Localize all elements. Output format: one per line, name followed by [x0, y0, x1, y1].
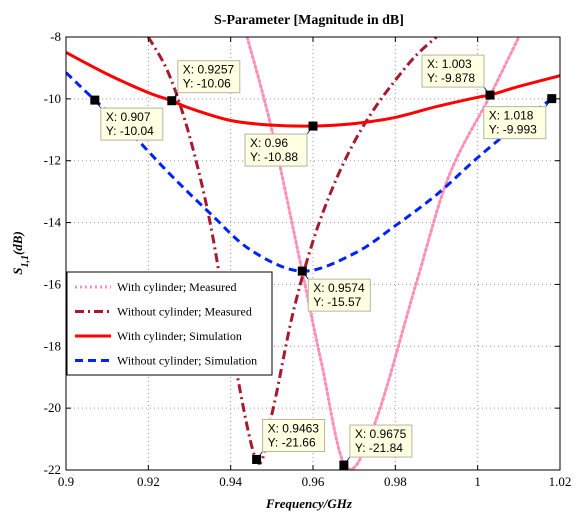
x-tick-label: 0.94 [219, 474, 242, 489]
datatip-x: X: 0.9257 [183, 63, 235, 77]
datatip-box [100, 107, 164, 141]
y-tick-label: -10 [44, 91, 61, 106]
datatip-marker[interactable] [547, 94, 557, 104]
datatip-y: Y: -10.06 [183, 77, 231, 91]
y-axis-label: S1,1(dB) [10, 231, 31, 275]
datatip-box [421, 54, 485, 88]
datatip-y: Y: -10.88 [250, 150, 298, 164]
datatip-y: Y: -15.57 [313, 295, 361, 309]
y-tick-label: -18 [44, 338, 61, 353]
datatip-box [483, 106, 547, 140]
datatip-marker[interactable] [339, 460, 349, 470]
y-tick-label: -20 [44, 400, 61, 415]
legend-label: Without cylinder; Simulation [117, 354, 257, 368]
legend-label: With cylinder; Simulation [117, 329, 242, 343]
y-axis-label-suffix: (dB) [10, 231, 25, 255]
datatip[interactable]: X: 0.96Y: -10.88 [244, 121, 318, 167]
chart-title: S-Parameter [Magnitude in dB] [214, 13, 404, 28]
datatip-y: Y: -21.84 [355, 441, 403, 455]
datatip-marker[interactable] [252, 454, 262, 464]
datatip-x: X: 0.9675 [355, 427, 407, 441]
datatip-x: X: 0.9574 [313, 281, 365, 295]
datatip-y: Y: -9.878 [427, 71, 475, 85]
y-tick-label: -22 [44, 462, 61, 477]
ticks: 0.9 0.92 0.94 0.96 0.98 1 1.02 -22 -20 -18 -16 -14 -… [44, 29, 572, 489]
x-tick-label: 1.02 [549, 474, 572, 489]
datatip-marker[interactable] [308, 121, 318, 131]
x-tick-label: 0.98 [384, 474, 407, 489]
y-tick-label: -16 [44, 276, 62, 291]
datatip-x: X: 0.96 [250, 136, 288, 150]
datatip-y: Y: -9.993 [489, 123, 537, 137]
x-tick-label: 0.96 [302, 474, 325, 489]
x-tick-label: 1 [474, 474, 481, 489]
datatip-marker[interactable] [297, 266, 307, 276]
datatip-x: X: 1.003 [427, 57, 472, 71]
legend-box [66, 271, 273, 376]
datatip-x: X: 1.018 [489, 109, 534, 123]
series-without-cylinder-measured [147, 37, 438, 465]
y-axis-label-sub: 1,1 [20, 255, 31, 268]
datatip-box [307, 278, 371, 312]
legend-label: With cylinder; Measured [117, 280, 236, 294]
datatip-box [177, 60, 241, 94]
x-tick-label: 0.92 [137, 474, 160, 489]
datatip-y: Y: -21.66 [268, 435, 316, 449]
y-tick-label: -8 [50, 29, 61, 44]
datatip-x: X: 0.907 [106, 110, 151, 124]
legend: With cylinder; Measured Without cylinder;… [66, 271, 273, 376]
legend-label: Without cylinder; Measured [117, 305, 252, 319]
datatip-box [262, 418, 326, 452]
datatip-marker[interactable] [90, 95, 100, 105]
datatip-marker[interactable] [485, 90, 495, 100]
y-tick-label: -12 [44, 153, 61, 168]
x-axis-label: Frequency/GHz [265, 496, 353, 511]
y-axis-label-main: S [10, 268, 25, 275]
series-with-cylinder-measured [245, 37, 521, 470]
datatip-marker[interactable] [167, 96, 177, 106]
y-tick-label: -14 [44, 215, 62, 230]
datatip-box [244, 133, 308, 167]
datatip-x: X: 0.9463 [268, 421, 320, 435]
datatip-box [349, 424, 413, 458]
datatip-y: Y: -10.04 [106, 124, 154, 138]
x-tick-label: 0.9 [58, 474, 74, 489]
